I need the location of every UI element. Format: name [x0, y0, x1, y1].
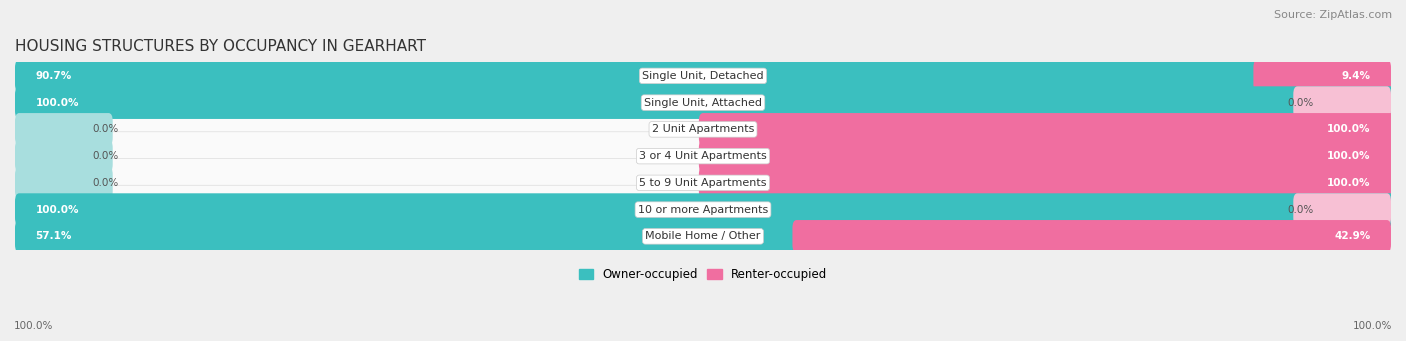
- FancyBboxPatch shape: [15, 60, 1271, 92]
- Text: 100.0%: 100.0%: [1327, 124, 1371, 134]
- Text: 42.9%: 42.9%: [1334, 231, 1371, 241]
- FancyBboxPatch shape: [699, 113, 1406, 146]
- FancyBboxPatch shape: [699, 140, 1406, 173]
- Text: 90.7%: 90.7%: [35, 71, 72, 81]
- Text: 0.0%: 0.0%: [1288, 98, 1315, 108]
- Text: 2 Unit Apartments: 2 Unit Apartments: [652, 124, 754, 134]
- Text: Source: ZipAtlas.com: Source: ZipAtlas.com: [1274, 10, 1392, 20]
- FancyBboxPatch shape: [15, 193, 1399, 226]
- Text: 100.0%: 100.0%: [1327, 178, 1371, 188]
- Text: 57.1%: 57.1%: [35, 231, 72, 241]
- Text: 10 or more Apartments: 10 or more Apartments: [638, 205, 768, 214]
- Text: 9.4%: 9.4%: [1341, 71, 1371, 81]
- Text: 0.0%: 0.0%: [1288, 205, 1315, 214]
- Text: 0.0%: 0.0%: [91, 124, 118, 134]
- FancyBboxPatch shape: [13, 185, 1393, 234]
- Text: 100.0%: 100.0%: [14, 321, 53, 331]
- FancyBboxPatch shape: [15, 140, 112, 173]
- FancyBboxPatch shape: [13, 78, 1393, 127]
- FancyBboxPatch shape: [13, 159, 1393, 207]
- FancyBboxPatch shape: [15, 113, 112, 146]
- Text: Single Unit, Detached: Single Unit, Detached: [643, 71, 763, 81]
- FancyBboxPatch shape: [15, 86, 1399, 119]
- FancyBboxPatch shape: [13, 51, 1393, 100]
- Text: 100.0%: 100.0%: [35, 98, 79, 108]
- Text: 100.0%: 100.0%: [1353, 321, 1392, 331]
- Text: HOUSING STRUCTURES BY OCCUPANCY IN GEARHART: HOUSING STRUCTURES BY OCCUPANCY IN GEARH…: [15, 39, 426, 54]
- Text: 0.0%: 0.0%: [91, 151, 118, 161]
- FancyBboxPatch shape: [699, 166, 1406, 199]
- Legend: Owner-occupied, Renter-occupied: Owner-occupied, Renter-occupied: [574, 263, 832, 286]
- FancyBboxPatch shape: [13, 132, 1393, 180]
- Text: 100.0%: 100.0%: [1327, 151, 1371, 161]
- FancyBboxPatch shape: [1294, 193, 1391, 226]
- FancyBboxPatch shape: [1294, 86, 1391, 119]
- Text: Single Unit, Attached: Single Unit, Attached: [644, 98, 762, 108]
- Text: 0.0%: 0.0%: [91, 178, 118, 188]
- FancyBboxPatch shape: [13, 212, 1393, 261]
- FancyBboxPatch shape: [793, 220, 1391, 253]
- Text: 100.0%: 100.0%: [35, 205, 79, 214]
- Text: Mobile Home / Other: Mobile Home / Other: [645, 231, 761, 241]
- Text: 3 or 4 Unit Apartments: 3 or 4 Unit Apartments: [640, 151, 766, 161]
- FancyBboxPatch shape: [1253, 60, 1391, 92]
- FancyBboxPatch shape: [15, 220, 808, 253]
- Text: 5 to 9 Unit Apartments: 5 to 9 Unit Apartments: [640, 178, 766, 188]
- FancyBboxPatch shape: [15, 166, 112, 199]
- FancyBboxPatch shape: [13, 105, 1393, 154]
